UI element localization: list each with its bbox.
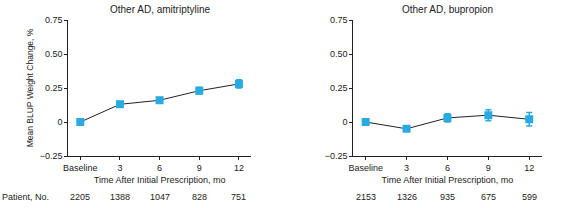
svg-text:−0.25: −0.25 <box>325 151 348 161</box>
svg-text:2153: 2153 <box>356 192 376 202</box>
svg-text:751: 751 <box>231 192 246 202</box>
svg-text:3: 3 <box>404 163 409 173</box>
svg-text:Time After Initial Prescriptio: Time After Initial Prescription, mo <box>94 175 226 185</box>
svg-text:Time After Initial Prescriptio: Time After Initial Prescription, mo <box>382 175 514 185</box>
svg-text:0: 0 <box>58 117 63 127</box>
svg-text:675: 675 <box>481 192 496 202</box>
svg-text:0.25: 0.25 <box>45 83 63 93</box>
svg-text:12: 12 <box>524 163 534 173</box>
svg-text:3: 3 <box>117 163 122 173</box>
svg-text:0.25: 0.25 <box>330 83 348 93</box>
svg-text:Mean BLUP Weight Change, %: Mean BLUP Weight Change, % <box>25 28 35 147</box>
svg-text:6: 6 <box>445 163 450 173</box>
svg-text:Other AD, amitriptyline: Other AD, amitriptyline <box>110 4 210 15</box>
svg-text:2205: 2205 <box>70 192 90 202</box>
svg-text:−0.25: −0.25 <box>40 151 63 161</box>
svg-text:6: 6 <box>157 163 162 173</box>
svg-text:0.75: 0.75 <box>45 15 63 25</box>
svg-text:Baseline: Baseline <box>348 163 383 173</box>
svg-text:0: 0 <box>343 117 348 127</box>
svg-text:9: 9 <box>197 163 202 173</box>
svg-text:599: 599 <box>522 192 537 202</box>
svg-text:1326: 1326 <box>397 192 417 202</box>
svg-text:1388: 1388 <box>110 192 130 202</box>
svg-text:Baseline: Baseline <box>63 163 98 173</box>
svg-text:0.75: 0.75 <box>330 15 348 25</box>
svg-text:0.50: 0.50 <box>45 49 63 59</box>
svg-text:935: 935 <box>440 192 455 202</box>
svg-text:828: 828 <box>192 192 207 202</box>
svg-text:Patient, No.: Patient, No. <box>2 192 49 202</box>
svg-text:12: 12 <box>234 163 244 173</box>
svg-text:9: 9 <box>486 163 491 173</box>
svg-text:0.50: 0.50 <box>330 49 348 59</box>
svg-text:1047: 1047 <box>150 192 170 202</box>
svg-text:Other AD, bupropion: Other AD, bupropion <box>402 4 493 15</box>
